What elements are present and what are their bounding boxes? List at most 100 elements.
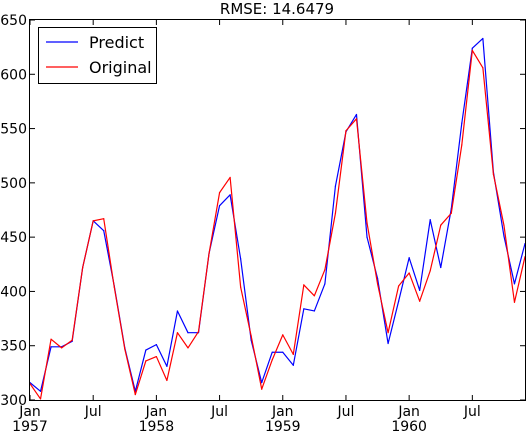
data-point-original	[176, 332, 179, 334]
x-tick-label: Jul	[337, 404, 355, 420]
series-line-original	[29, 49, 526, 400]
data-point-original	[408, 272, 410, 274]
data-point-predict	[240, 258, 242, 260]
x-tick-year-label: 1959	[265, 419, 301, 435]
data-point-original	[113, 286, 115, 288]
data-point-original	[208, 252, 210, 255]
x-tick-label: Jul	[84, 404, 102, 420]
y-tick-label: 300	[0, 393, 27, 409]
data-point-original	[250, 335, 252, 337]
x-tick-year-label: 1958	[139, 419, 175, 435]
data-point-original	[229, 176, 231, 179]
y-tick-label: 600	[0, 67, 27, 83]
data-point-predict	[440, 266, 442, 269]
data-point-predict	[145, 349, 147, 351]
data-point-predict	[282, 351, 284, 353]
data-point-original	[440, 224, 442, 226]
data-point-predict	[176, 310, 179, 312]
legend-label-predict: Predict	[89, 33, 144, 52]
data-point-original	[197, 331, 200, 333]
data-point-original	[366, 222, 368, 224]
data-point-predict	[155, 344, 157, 346]
data-point-original	[313, 295, 315, 297]
y-tick-label: 400	[0, 284, 27, 300]
data-point-predict	[50, 346, 52, 348]
data-point-original	[145, 360, 147, 362]
y-tick-label: 500	[0, 176, 27, 192]
data-point-predict	[482, 37, 484, 40]
data-point-original	[103, 218, 105, 220]
data-point-predict	[187, 332, 189, 334]
data-point-original	[429, 270, 431, 272]
data-point-predict	[429, 219, 431, 221]
data-point-original	[303, 284, 305, 286]
data-point-predict	[513, 283, 516, 285]
data-point-original	[292, 353, 294, 355]
y-tick-label: 650	[0, 13, 27, 29]
x-tick-label: Jan	[271, 404, 294, 420]
data-point-predict	[229, 194, 231, 196]
data-point-original	[282, 334, 284, 336]
data-point-predict	[366, 236, 368, 238]
data-point-original	[376, 283, 379, 285]
data-point-original	[471, 49, 473, 52]
data-point-original	[513, 301, 516, 303]
data-point-original	[419, 300, 421, 302]
data-point-predict	[166, 365, 168, 367]
data-point-predict	[355, 113, 358, 116]
data-point-predict	[103, 230, 105, 232]
series-lines	[29, 37, 526, 400]
legend-box	[38, 27, 157, 84]
data-point-original	[61, 347, 63, 349]
data-point-original	[345, 130, 347, 132]
data-point-original	[398, 285, 400, 287]
data-point-predict	[292, 364, 294, 366]
data-point-original	[124, 348, 126, 350]
x-tick-label: Jan	[145, 404, 168, 420]
data-point-original	[166, 379, 168, 382]
data-point-predict	[313, 310, 315, 312]
data-point-original	[387, 332, 389, 334]
data-point-predict	[303, 308, 305, 310]
data-point-original	[271, 359, 273, 361]
data-point-predict	[503, 235, 505, 237]
data-point-predict	[461, 122, 463, 124]
data-point-original	[71, 339, 73, 341]
data-point-original	[355, 118, 358, 120]
data-point-original	[134, 393, 136, 396]
y-tick-label: 450	[0, 230, 27, 246]
data-point-original	[92, 220, 94, 222]
x-tick-year-label: 1957	[12, 419, 48, 435]
data-point-original	[39, 398, 42, 400]
data-point-predict	[324, 283, 326, 285]
data-point-original	[82, 266, 84, 269]
x-tick-label: Jul	[210, 404, 228, 420]
plot-frame	[29, 19, 526, 401]
x-tick-year-label: 1960	[391, 419, 427, 435]
data-point-original	[324, 269, 326, 271]
x-tick-label: Jan	[397, 404, 420, 420]
data-point-original	[334, 212, 337, 214]
x-tick-label: Jan	[18, 404, 41, 420]
data-point-original	[450, 212, 452, 214]
data-point-original	[218, 192, 221, 194]
data-point-original	[187, 347, 189, 349]
data-point-predict	[398, 300, 400, 302]
data-point-predict	[419, 289, 421, 291]
chart-title: RMSE: 14.6479	[220, 0, 334, 18]
data-point-predict	[39, 390, 42, 392]
y-tick-label: 350	[0, 339, 27, 355]
legend-label-original: Original	[89, 58, 152, 77]
data-point-original	[492, 173, 494, 175]
data-point-original	[240, 286, 242, 288]
data-point-predict	[471, 47, 473, 49]
data-point-predict	[387, 342, 389, 345]
data-point-predict	[218, 205, 221, 207]
data-point-predict	[261, 382, 263, 384]
legend: Predict Original	[38, 27, 157, 84]
y-tick-label: 550	[0, 122, 27, 138]
data-point-predict	[408, 257, 410, 259]
